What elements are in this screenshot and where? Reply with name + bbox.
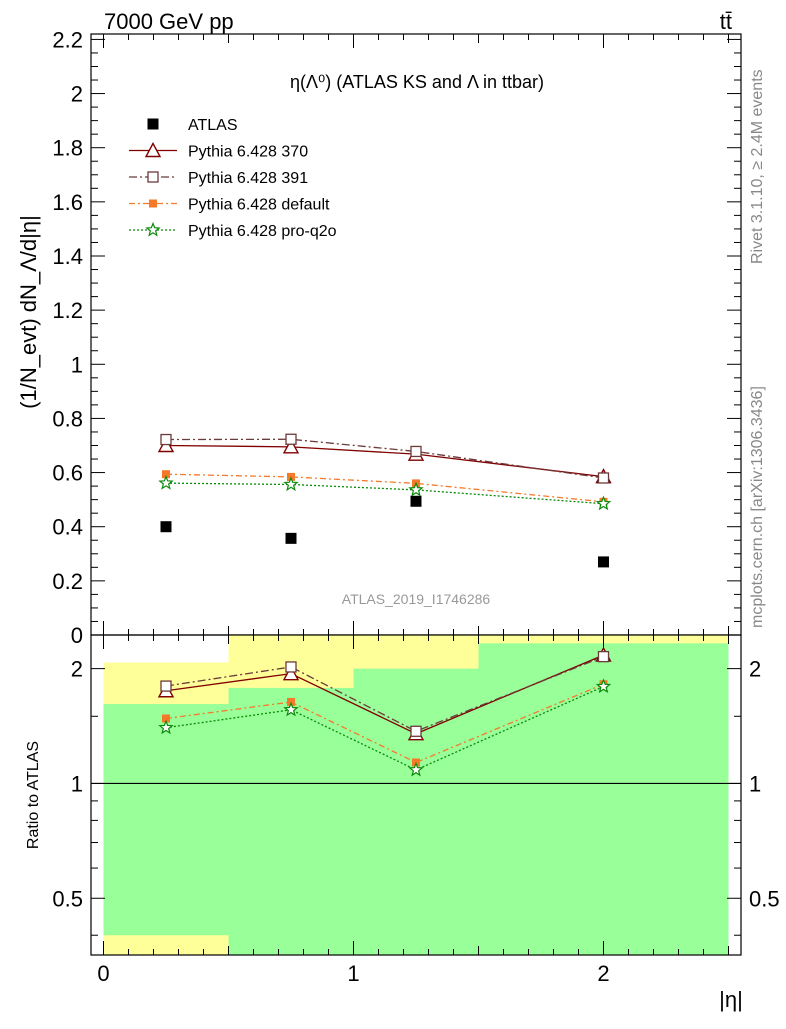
ratio-y-tick-label-left: 1 xyxy=(71,771,83,796)
main-point-atlas xyxy=(410,495,422,507)
ratio-band-inner xyxy=(228,687,354,955)
ratio-bands xyxy=(103,635,729,955)
ratio-point-p391 xyxy=(285,661,297,673)
main-y-tick-label: 1.8 xyxy=(52,136,83,161)
main-y-tick-label: 1.6 xyxy=(52,190,83,215)
legend-marker-p391 xyxy=(147,171,159,183)
ratio-x-tick-label: 1 xyxy=(347,961,359,986)
main-y-tick-label: 1 xyxy=(71,352,83,377)
ratio-ylabel: Ratio to ATLAS xyxy=(25,741,42,849)
main-line-p370 xyxy=(165,444,604,478)
main-line-pdefault xyxy=(165,473,604,503)
main-ylabel: (1/N_evt) dN_Λ/d|η| xyxy=(16,215,41,409)
ratio-series xyxy=(157,646,612,777)
main-point-p370 xyxy=(282,438,300,454)
main-line-p391 xyxy=(165,438,604,479)
main-point-pq2o xyxy=(408,481,424,497)
main-y-tick-label: 0.4 xyxy=(52,515,83,540)
mcplots-label: mcplots.cern.ch [arXiv:1306.3436] xyxy=(749,386,766,628)
legend-marker-pq2o xyxy=(145,221,161,237)
main-point-atlas xyxy=(285,532,297,544)
ratio-x-tick-label: 2 xyxy=(597,961,609,986)
main-axes: 0 0.2 0.4 0.6 0.8 1 1.2 1.4 1.6 1.8 2 2.2 xyxy=(52,27,742,648)
process-label: tt̄ xyxy=(720,9,732,34)
ratio-y-tick-label-left: 2 xyxy=(71,657,83,682)
ratio-point-pq2o xyxy=(408,761,424,777)
ratio-point-pdefault xyxy=(162,714,170,723)
main-y-tick-label: 0.2 xyxy=(52,569,83,594)
rivet-label: Rivet 3.1.10, ≥ 2.4M events xyxy=(749,69,766,264)
main-point-pq2o xyxy=(595,495,612,511)
legend-label-p370: Pythia 6.428 370 xyxy=(188,144,308,161)
main-point-pq2o xyxy=(283,476,299,492)
legend-label-atlas: ATLAS xyxy=(188,117,238,134)
ratio-point-pq2o xyxy=(158,719,174,735)
legend-label-pq2o: Pythia 6.428 pro-q2o xyxy=(188,223,337,240)
main-y-tick-label: 2 xyxy=(71,82,83,107)
ratio-x-tick-label: 0 xyxy=(97,961,109,986)
main-title: η(Λ⁰) (ATLAS KS and Λ in ttbar) xyxy=(290,72,544,92)
main-y-tick-label: 0.6 xyxy=(52,461,83,486)
main-point-p391 xyxy=(285,433,297,445)
energy-label: 7000 GeV pp xyxy=(104,9,234,34)
legend-label-p391: Pythia 6.428 391 xyxy=(188,170,308,187)
main-point-pq2o xyxy=(158,474,174,490)
ratio-y-tick-label-right: 2 xyxy=(749,657,761,682)
ratio-line-p391 xyxy=(165,656,604,733)
watermark: ATLAS_2019_I1746286 xyxy=(342,591,491,607)
legend-marker-p370 xyxy=(144,142,162,158)
main-point-atlas xyxy=(598,556,609,568)
main-point-p391 xyxy=(160,433,172,446)
ratio-line-pdefault xyxy=(165,683,604,764)
ratio-y-tick-label-right: 0.5 xyxy=(749,886,780,911)
main-line-pq2o xyxy=(165,482,604,505)
main-y-tick-label: 1.2 xyxy=(52,298,83,323)
legend: ATLAS Pythia 6.428 370 Pythia 6.428 391 Pyt… xyxy=(129,117,337,240)
main-point-p391 xyxy=(597,472,610,484)
main-point-pdefault xyxy=(162,470,170,479)
ratio-line-p370 xyxy=(165,654,604,735)
ratio-y-tick-label-left: 0.5 xyxy=(52,886,83,911)
main-y-tick-label: 1.4 xyxy=(52,244,83,269)
ratio-band-inner xyxy=(103,704,229,936)
ratio-point-pq2o xyxy=(595,678,612,694)
ratio-point-pq2o xyxy=(283,701,299,717)
main-point-p391 xyxy=(410,445,422,458)
legend-marker-atlas xyxy=(147,118,159,130)
legend-label-pdefault: Pythia 6.428 default xyxy=(188,197,330,214)
main-y-tick-label: 0 xyxy=(71,623,83,648)
legend-marker-pdefault xyxy=(149,199,157,208)
main-y-tick-label: 2.2 xyxy=(52,27,83,52)
ratio-axes: 0.5 0.5 1 1 2 2 0 1 2 xyxy=(52,634,780,986)
ratio-band-inner xyxy=(353,668,479,955)
ratio-band-inner xyxy=(478,643,729,955)
ratio-xlabel: |η| xyxy=(719,987,743,1012)
ratio-point-p391 xyxy=(410,725,422,737)
main-point-atlas xyxy=(160,521,172,533)
ratio-y-tick-label-right: 1 xyxy=(749,771,761,796)
main-y-tick-label: 0.8 xyxy=(52,406,83,431)
main-series xyxy=(157,433,612,568)
ratio-point-p391 xyxy=(597,650,610,663)
ratio-point-p370 xyxy=(282,665,300,681)
ratio-point-p391 xyxy=(160,680,172,692)
ratio-frame xyxy=(90,634,742,956)
